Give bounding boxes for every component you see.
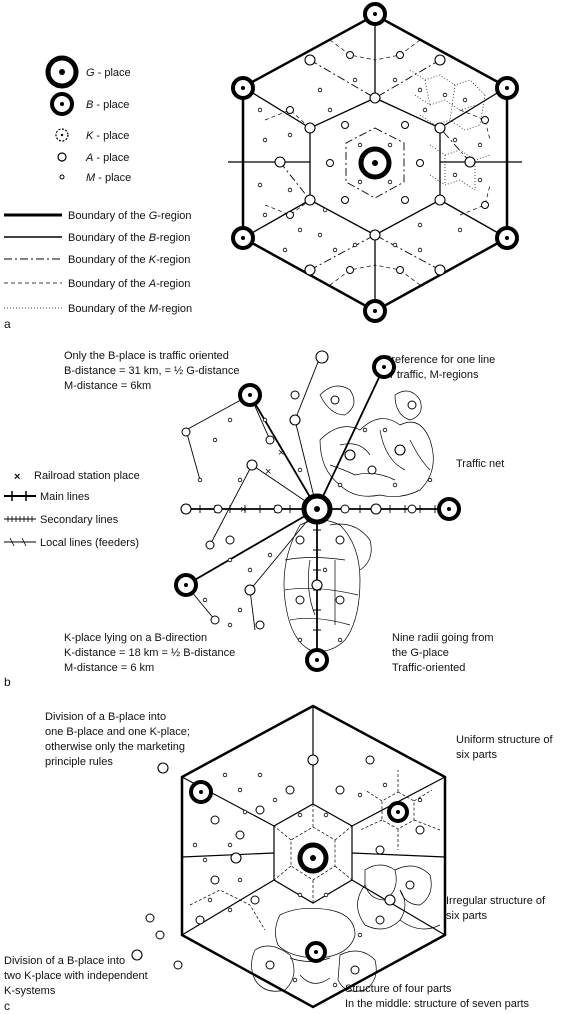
- panel-c-letter: c: [4, 999, 10, 1013]
- m-places-a: [257, 77, 483, 253]
- panel-c-note-mid-right-2: six parts: [446, 910, 487, 922]
- panel-a-letter: a: [4, 317, 11, 331]
- m-places-c: [192, 772, 423, 988]
- panel-b-note-top-left-2: B-distance = 31 km, = ½ G-distance: [64, 365, 239, 377]
- legend-a-place-label: A - place: [85, 152, 129, 164]
- legend-k-place-label: K - place: [86, 130, 129, 142]
- traffic-net-diagram: × × ×: [174, 350, 461, 672]
- legend-railroad-station-symbol: ×: [14, 471, 20, 483]
- panel-c-note-bottom-left-3: K-systems: [4, 985, 56, 997]
- panel-c-note-bottom-right-2: In the middle: structure of seven parts: [345, 998, 530, 1010]
- panel-b: Only the B-place is traffic oriented B-d…: [4, 350, 504, 689]
- panel-b-note-bottom-left-3: M-distance = 6 km: [64, 662, 154, 674]
- panel-b-note-top-right-2: or traffic, M-regions: [384, 369, 479, 381]
- panel-b-note-top-right-1: Preference for one line: [384, 354, 495, 366]
- legend-b-place-label: B - place: [86, 99, 129, 111]
- k-region-boundaries: [279, 59, 471, 271]
- panel-c-note-top-right-1: Uniform structure of: [456, 734, 554, 746]
- hexagon-diagram-a: [228, 2, 522, 323]
- panel-c: Division of a B-place into one B-place a…: [4, 704, 554, 1013]
- legend-a-boundaries: Boundary of the G-region Boundary of the…: [4, 210, 192, 315]
- hexagon-diagram-c: [131, 704, 447, 1009]
- panel-c-note-bottom-left-2: two K-place with independent: [4, 970, 148, 982]
- a-places-a: [286, 51, 489, 274]
- legend-m-boundary-label: Boundary of the M-region: [68, 303, 192, 315]
- panel-c-note-top-left-3: otherwise only the marketing: [45, 741, 185, 753]
- panel-b-note-bottom-left-1: K-place lying on a B-direction: [64, 632, 207, 644]
- legend-g-place-symbol: [45, 55, 79, 89]
- panel-b-note-top-left-3: M-distance = 6km: [64, 380, 151, 392]
- legend-main-line-symbol: [4, 491, 36, 501]
- b-places-c: [189, 780, 409, 963]
- station-marker: ×: [240, 504, 246, 516]
- legend-a-boundary-label: Boundary of the A-region: [68, 278, 190, 290]
- station-marker: ×: [265, 466, 271, 478]
- legend-a-place-symbol: [57, 152, 67, 162]
- g-place-center: [358, 146, 392, 180]
- panel-b-note-bottom-right-3: Traffic-oriented: [392, 662, 465, 674]
- panel-c-note-top-left-2: one B-place and one K-place;: [45, 726, 190, 738]
- panel-b-note-bottom-right-2: the G-place: [392, 647, 449, 659]
- b-places-b: [174, 355, 461, 672]
- panel-c-note-bottom-right-1: Structure of four parts: [345, 983, 452, 995]
- c-inner-subdivisions: [273, 804, 353, 903]
- c-four-parts: [251, 908, 377, 992]
- panel-b-note-bottom-right-1: Nine radii going from: [392, 632, 494, 644]
- panel-c-note-bottom-left-1: Division of a B-place into: [4, 955, 125, 967]
- c-uniform-six-parts: [359, 770, 441, 850]
- g-place-c: [297, 842, 329, 874]
- legend-m-place-symbol: [59, 174, 65, 180]
- c-lower-left-dividers: [189, 889, 266, 931]
- station-marker: ×: [278, 447, 284, 459]
- panel-c-note-mid-right-1: Irregular structure of: [446, 895, 546, 907]
- k-places-a: [274, 54, 476, 276]
- b-places-a: [231, 2, 519, 323]
- g-place-b: [301, 493, 333, 525]
- legend-g-boundary-label: Boundary of the G-region: [68, 210, 192, 222]
- panel-a: G - place B - place K - place A - place …: [4, 2, 522, 331]
- m-places-b: [197, 417, 433, 643]
- a-places-c: [145, 755, 425, 975]
- legend-b: × Railroad station place Main lines Seco…: [4, 470, 140, 549]
- a-places-b: [181, 390, 417, 630]
- panel-b-traffic-net-label: Traffic net: [456, 458, 504, 470]
- k-places-c: [131, 754, 396, 961]
- railroad-station-markers: × × ×: [240, 447, 284, 516]
- panel-c-note-top-left-4: principle rules: [45, 756, 113, 768]
- legend-a-places: G - place B - place K - place A - place …: [45, 55, 131, 184]
- panel-c-note-top-left-1: Division of a B-place into: [45, 711, 166, 723]
- legend-secondary-lines-label: Secondary lines: [40, 514, 119, 526]
- legend-k-place-symbol: [55, 128, 69, 142]
- k-places-b: [180, 350, 406, 596]
- m-region-boundaries: [409, 69, 491, 191]
- legend-g-place-label: G - place: [86, 67, 131, 79]
- legend-k-boundary-label: Boundary of the K-region: [68, 254, 190, 266]
- panel-b-note-bottom-left-2: K-distance = 18 km = ½ B-distance: [64, 647, 235, 659]
- legend-secondary-line-symbol: [4, 516, 36, 522]
- panel-b-letter: b: [4, 675, 11, 689]
- legend-b-boundary-label: Boundary of the B-region: [68, 232, 190, 244]
- legend-m-place-label: M - place: [86, 172, 131, 184]
- m-region-cells-upper: [319, 385, 434, 497]
- c-spokes: [181, 706, 446, 936]
- legend-local-line-symbol: [4, 537, 36, 547]
- legend-main-lines-label: Main lines: [40, 491, 90, 503]
- panel-c-note-top-right-2: six parts: [456, 749, 497, 761]
- legend-railroad-station-label: Railroad station place: [34, 470, 140, 482]
- legend-b-place-symbol: [50, 92, 74, 116]
- b-region-spokes: [228, 15, 522, 311]
- c-irregular-six-parts: [357, 864, 441, 930]
- panel-b-note-top-left-1: Only the B-place is traffic oriented: [64, 350, 229, 362]
- legend-local-lines-label: Local lines (feeders): [40, 537, 139, 549]
